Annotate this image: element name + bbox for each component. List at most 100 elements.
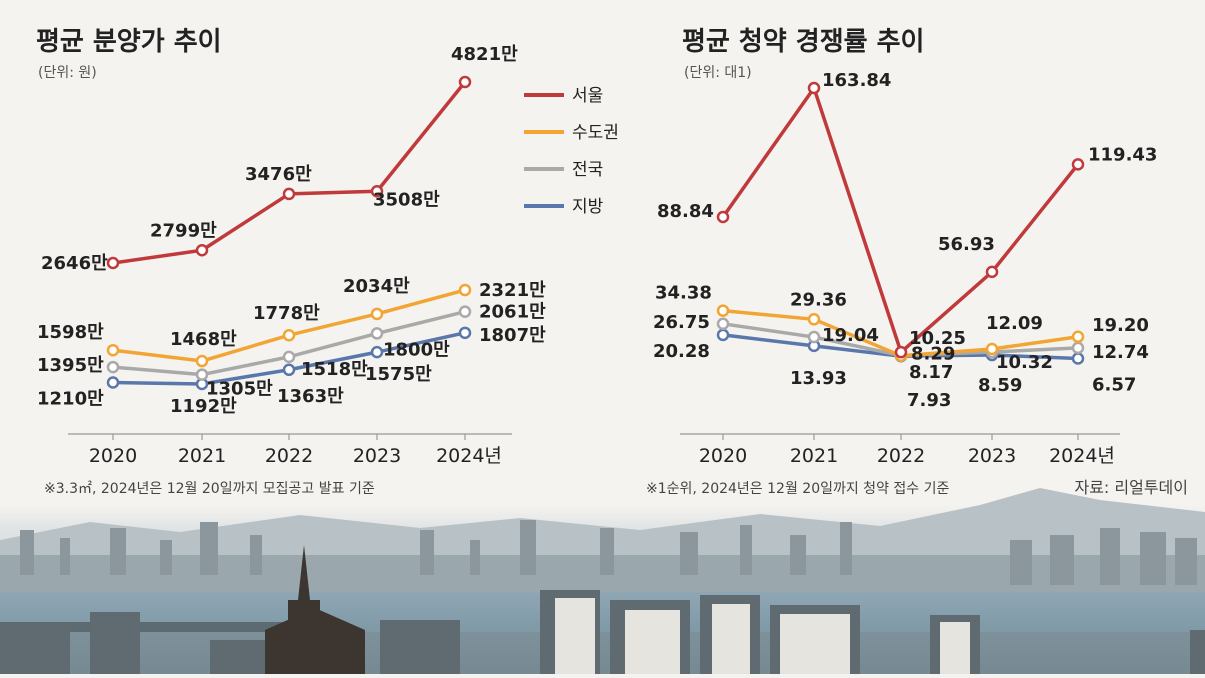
competition-x-ticks: 2020 2021 2022 2023 2024년 — [699, 434, 1115, 467]
data-point — [1071, 341, 1085, 355]
data-point — [106, 376, 120, 389]
data-point — [370, 345, 384, 359]
x-tick-label: 2022 — [265, 445, 313, 467]
data-label: 1800만 — [383, 339, 450, 360]
data-label: 7.93 — [907, 390, 951, 411]
data-label: 1210만 — [37, 389, 104, 410]
source-credit: 자료: 리얼투데이 — [1074, 478, 1188, 497]
data-point — [458, 283, 472, 297]
price-chart: 평균 분양가 추이 (단위: 원) 2020 2021 2022 2023 2024년 … — [36, 27, 546, 497]
data-label: 88.84 — [657, 201, 714, 222]
x-tick-label: 2024년 — [1049, 445, 1115, 467]
data-label: 2646만 — [41, 253, 108, 274]
data-point — [282, 363, 296, 377]
data-point — [370, 185, 384, 198]
data-label: 6.57 — [1092, 375, 1136, 396]
data-label: 10.32 — [996, 352, 1053, 373]
data-label: 1192만 — [170, 396, 237, 417]
data-point — [807, 81, 821, 95]
data-label: 29.36 — [790, 289, 847, 310]
legend-label: 지방 — [572, 197, 604, 217]
data-label: 1598만 — [37, 322, 104, 343]
data-label: 26.75 — [653, 312, 710, 333]
data-point — [1071, 158, 1085, 171]
x-tick-label: 2020 — [699, 445, 747, 467]
competition-chart-note: ※1순위, 2024년은 12월 20일까지 청약 접수 기준 — [646, 481, 949, 497]
x-tick-label: 2023 — [968, 445, 1016, 467]
data-label: 56.93 — [938, 234, 995, 255]
data-point — [458, 75, 472, 89]
price-chart-note: ※3.3㎡, 2024년은 12월 20일까지 모집공고 발표 기준 — [44, 481, 375, 497]
data-label: 2799만 — [150, 220, 217, 241]
data-point — [370, 307, 384, 321]
data-label: 12.74 — [1092, 342, 1149, 363]
legend-label: 서울 — [572, 86, 603, 106]
data-point — [195, 368, 209, 381]
data-label: 1305만 — [206, 379, 273, 400]
data-label: 1807만 — [479, 325, 546, 346]
data-point — [807, 330, 821, 344]
data-label: 119.43 — [1088, 144, 1157, 165]
data-point — [195, 244, 209, 257]
data-point — [458, 326, 472, 340]
data-label: 20.28 — [653, 341, 710, 362]
data-point — [106, 256, 120, 270]
data-point — [716, 328, 730, 342]
data-point — [1071, 330, 1085, 344]
data-point — [458, 305, 472, 318]
data-label: 13.93 — [790, 368, 847, 389]
x-tick-label: 2021 — [178, 445, 226, 467]
data-point — [716, 210, 730, 224]
x-tick-label: 2023 — [353, 445, 401, 467]
data-label: 163.84 — [822, 70, 891, 91]
data-label: 1778만 — [253, 303, 320, 324]
price-x-ticks: 2020 2021 2022 2023 2024년 — [89, 434, 502, 467]
data-label: 4821만 — [451, 44, 518, 65]
price-series-lines — [106, 75, 472, 391]
data-label: 1518만 — [301, 359, 368, 380]
data-label: 10.25 — [909, 328, 966, 349]
price-data-labels: 2646만 2799만 3476만 3508만 4821만 1598만 1468만 1778만… — [37, 44, 546, 417]
city-background-photo — [0, 488, 1205, 674]
competition-series-lines — [716, 81, 1085, 365]
data-point — [282, 350, 296, 364]
data-label: 2034만 — [343, 276, 410, 297]
data-point — [106, 360, 120, 374]
data-point — [106, 343, 120, 357]
data-label: 12.09 — [986, 313, 1043, 334]
price-chart-unit: (단위: 원) — [38, 65, 97, 81]
data-point — [716, 304, 730, 317]
data-label: 8.17 — [909, 362, 953, 383]
data-label: 1575만 — [365, 364, 432, 385]
data-label: 19.04 — [822, 325, 879, 346]
competition-chart-unit: (단위: 대1) — [684, 65, 752, 81]
competition-chart: 평균 청약 경쟁률 추이 (단위: 대1) 2020 2021 2022 2023 20… — [646, 27, 1157, 497]
legend-label: 수도권 — [572, 123, 619, 143]
data-label: 8.59 — [978, 375, 1022, 396]
x-tick-label: 2021 — [790, 445, 838, 467]
data-point — [1071, 352, 1085, 365]
data-point — [282, 187, 296, 201]
data-point — [985, 342, 999, 356]
data-label: 8.29 — [911, 344, 955, 365]
data-point — [282, 328, 296, 342]
data-point — [195, 354, 209, 368]
x-tick-label: 2024년 — [436, 445, 502, 467]
data-label: 34.38 — [655, 283, 712, 304]
data-point — [716, 317, 730, 331]
data-label: 2061만 — [479, 302, 546, 323]
data-point — [370, 327, 384, 340]
data-label: 1468만 — [170, 329, 237, 350]
data-label: 3476만 — [245, 164, 312, 185]
competition-data-labels: 88.84 163.84 10.25 56.93 119.43 34.38 29.36 8.1… — [653, 70, 1157, 411]
x-tick-label: 2022 — [877, 445, 925, 467]
legend-label: 전국 — [572, 160, 603, 180]
data-label: 3508만 — [373, 189, 440, 210]
data-point — [985, 265, 999, 279]
data-label: 1363만 — [277, 386, 344, 407]
price-chart-title: 평균 분양가 추이 — [36, 27, 222, 57]
x-tick-label: 2020 — [89, 445, 137, 467]
